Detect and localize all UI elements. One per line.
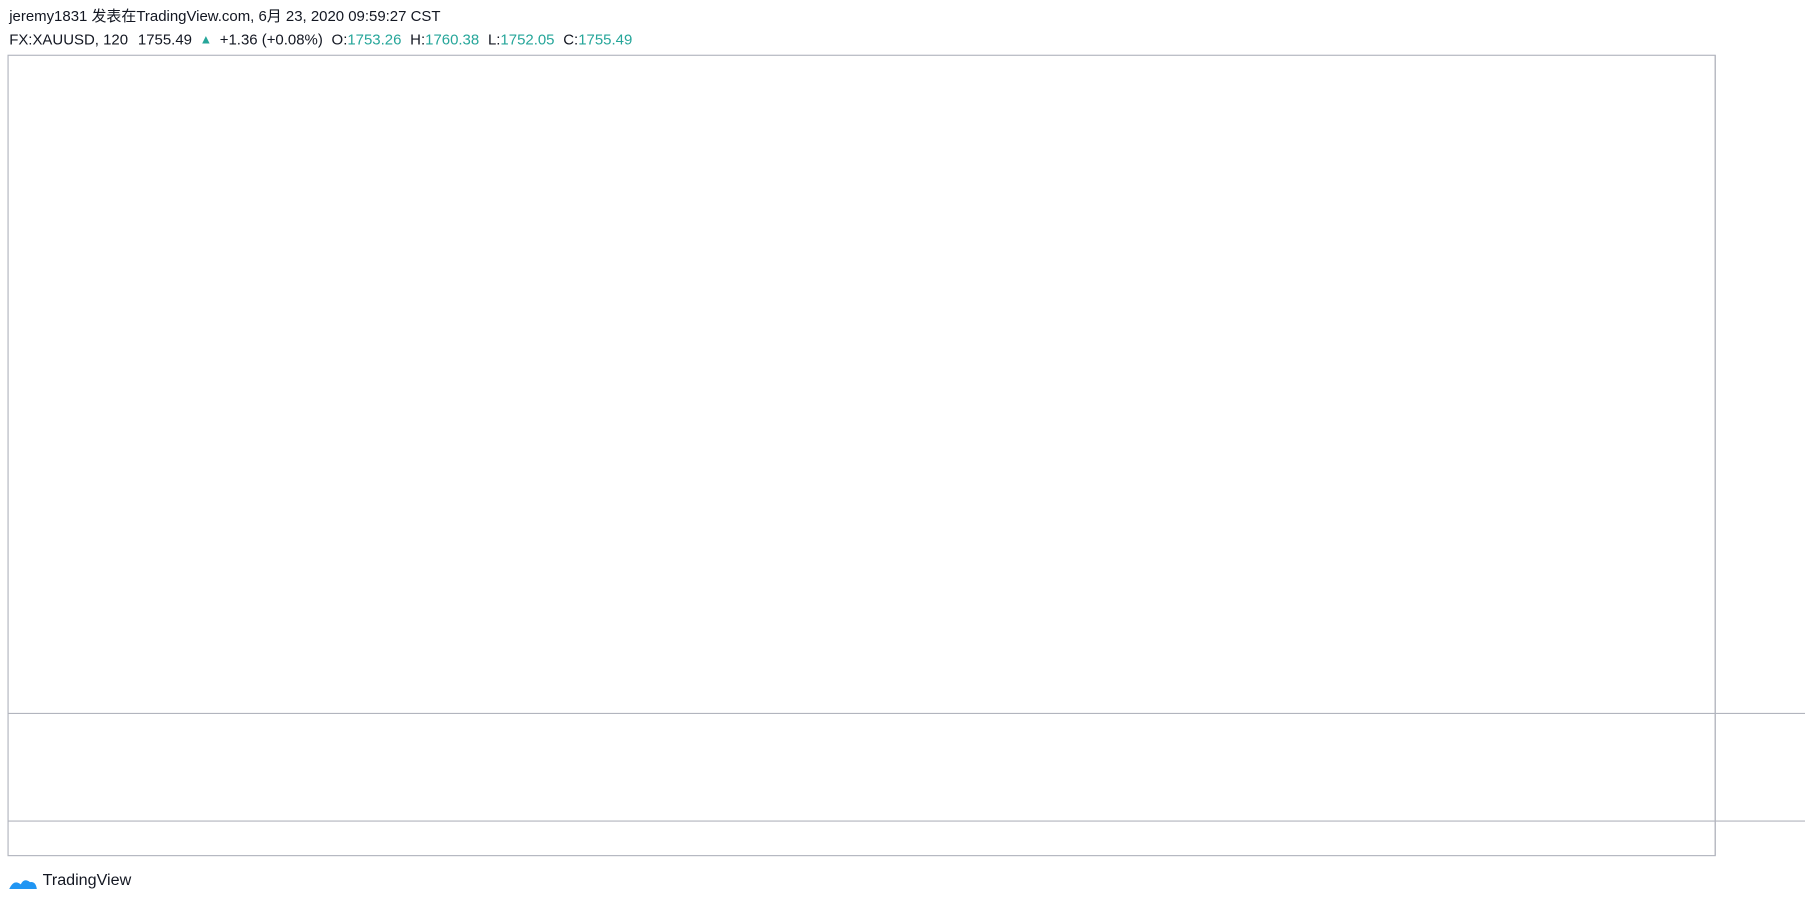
o: 1753.26: [347, 31, 401, 48]
pane-frame: [7, 54, 1716, 857]
change: +1.36 (+0.08%): [220, 31, 323, 48]
h: 1760.38: [425, 31, 479, 48]
l-label: L:: [488, 31, 500, 48]
header-ohlc: FX:XAUUSD, 120 1755.49 ▲ +1.36 (+0.08%) …: [9, 31, 632, 48]
logo: TradingView: [9, 871, 132, 890]
c-label: C:: [563, 31, 578, 48]
h-label: H:: [410, 31, 425, 48]
logo-icon: [9, 880, 37, 890]
symbol: FX:XAUUSD, 120: [9, 31, 128, 48]
last: 1755.49: [138, 31, 192, 48]
brand: TradingView: [43, 871, 132, 889]
l: 1752.05: [500, 31, 554, 48]
header-line: jeremy1831 发表在TradingView.com, 6月 23, 20…: [8, 8, 440, 25]
o-label: O:: [332, 31, 348, 48]
arrow: ▲: [200, 33, 213, 47]
c: 1755.49: [578, 31, 632, 48]
